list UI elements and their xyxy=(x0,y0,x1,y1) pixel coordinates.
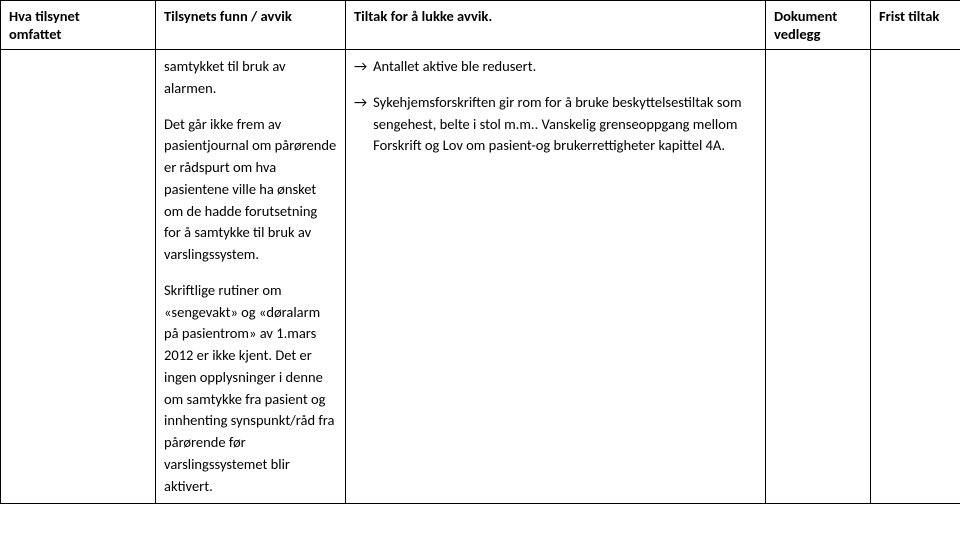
table-header-row-1: Hva tilsynet Tilsynets funn / avvik Tilt… xyxy=(1,1,960,26)
header-deadline: Frist tiltak xyxy=(871,1,960,26)
table-row: samtykket til bruk av alarmen. Det går i… xyxy=(1,50,960,504)
cell-measures: → Antallet aktive ble redusert. → Sykehj… xyxy=(346,50,766,504)
header-document: Dokument xyxy=(766,1,871,26)
header-scope-2: omfattet xyxy=(1,25,156,50)
header-document-2: vedlegg xyxy=(766,25,871,50)
measure-item-2: → Sykehjemsforskriften gir rom for å bru… xyxy=(354,92,757,157)
cell-findings: samtykket til bruk av alarmen. Det går i… xyxy=(156,50,346,504)
header-scope: Hva tilsynet xyxy=(1,1,156,26)
header-deadline-2 xyxy=(871,25,960,50)
measure-item-1: → Antallet aktive ble redusert. xyxy=(354,56,757,78)
arrow-icon: → xyxy=(354,56,367,78)
deviation-table: Hva tilsynet Tilsynets funn / avvik Tilt… xyxy=(0,0,960,504)
measure-text-2: Sykehjemsforskriften gir rom for å bruke… xyxy=(373,92,757,157)
header-measures-2 xyxy=(346,25,766,50)
header-measures: Tiltak for å lukke avvik. xyxy=(346,1,766,26)
header-findings: Tilsynets funn / avvik xyxy=(156,1,346,26)
findings-para-3: Skriftlige rutiner om «sengevakt» og «dø… xyxy=(164,280,337,498)
findings-para-1: samtykket til bruk av alarmen. xyxy=(164,56,337,100)
cell-document xyxy=(766,50,871,504)
header-findings-2 xyxy=(156,25,346,50)
measure-text-1: Antallet aktive ble redusert. xyxy=(373,56,757,78)
arrow-icon: → xyxy=(354,92,367,114)
cell-scope xyxy=(1,50,156,504)
cell-deadline xyxy=(871,50,960,504)
table-header-row-2: omfattet vedlegg xyxy=(1,25,960,50)
findings-para-2: Det går ikke frem av pasientjournal om p… xyxy=(164,114,337,266)
